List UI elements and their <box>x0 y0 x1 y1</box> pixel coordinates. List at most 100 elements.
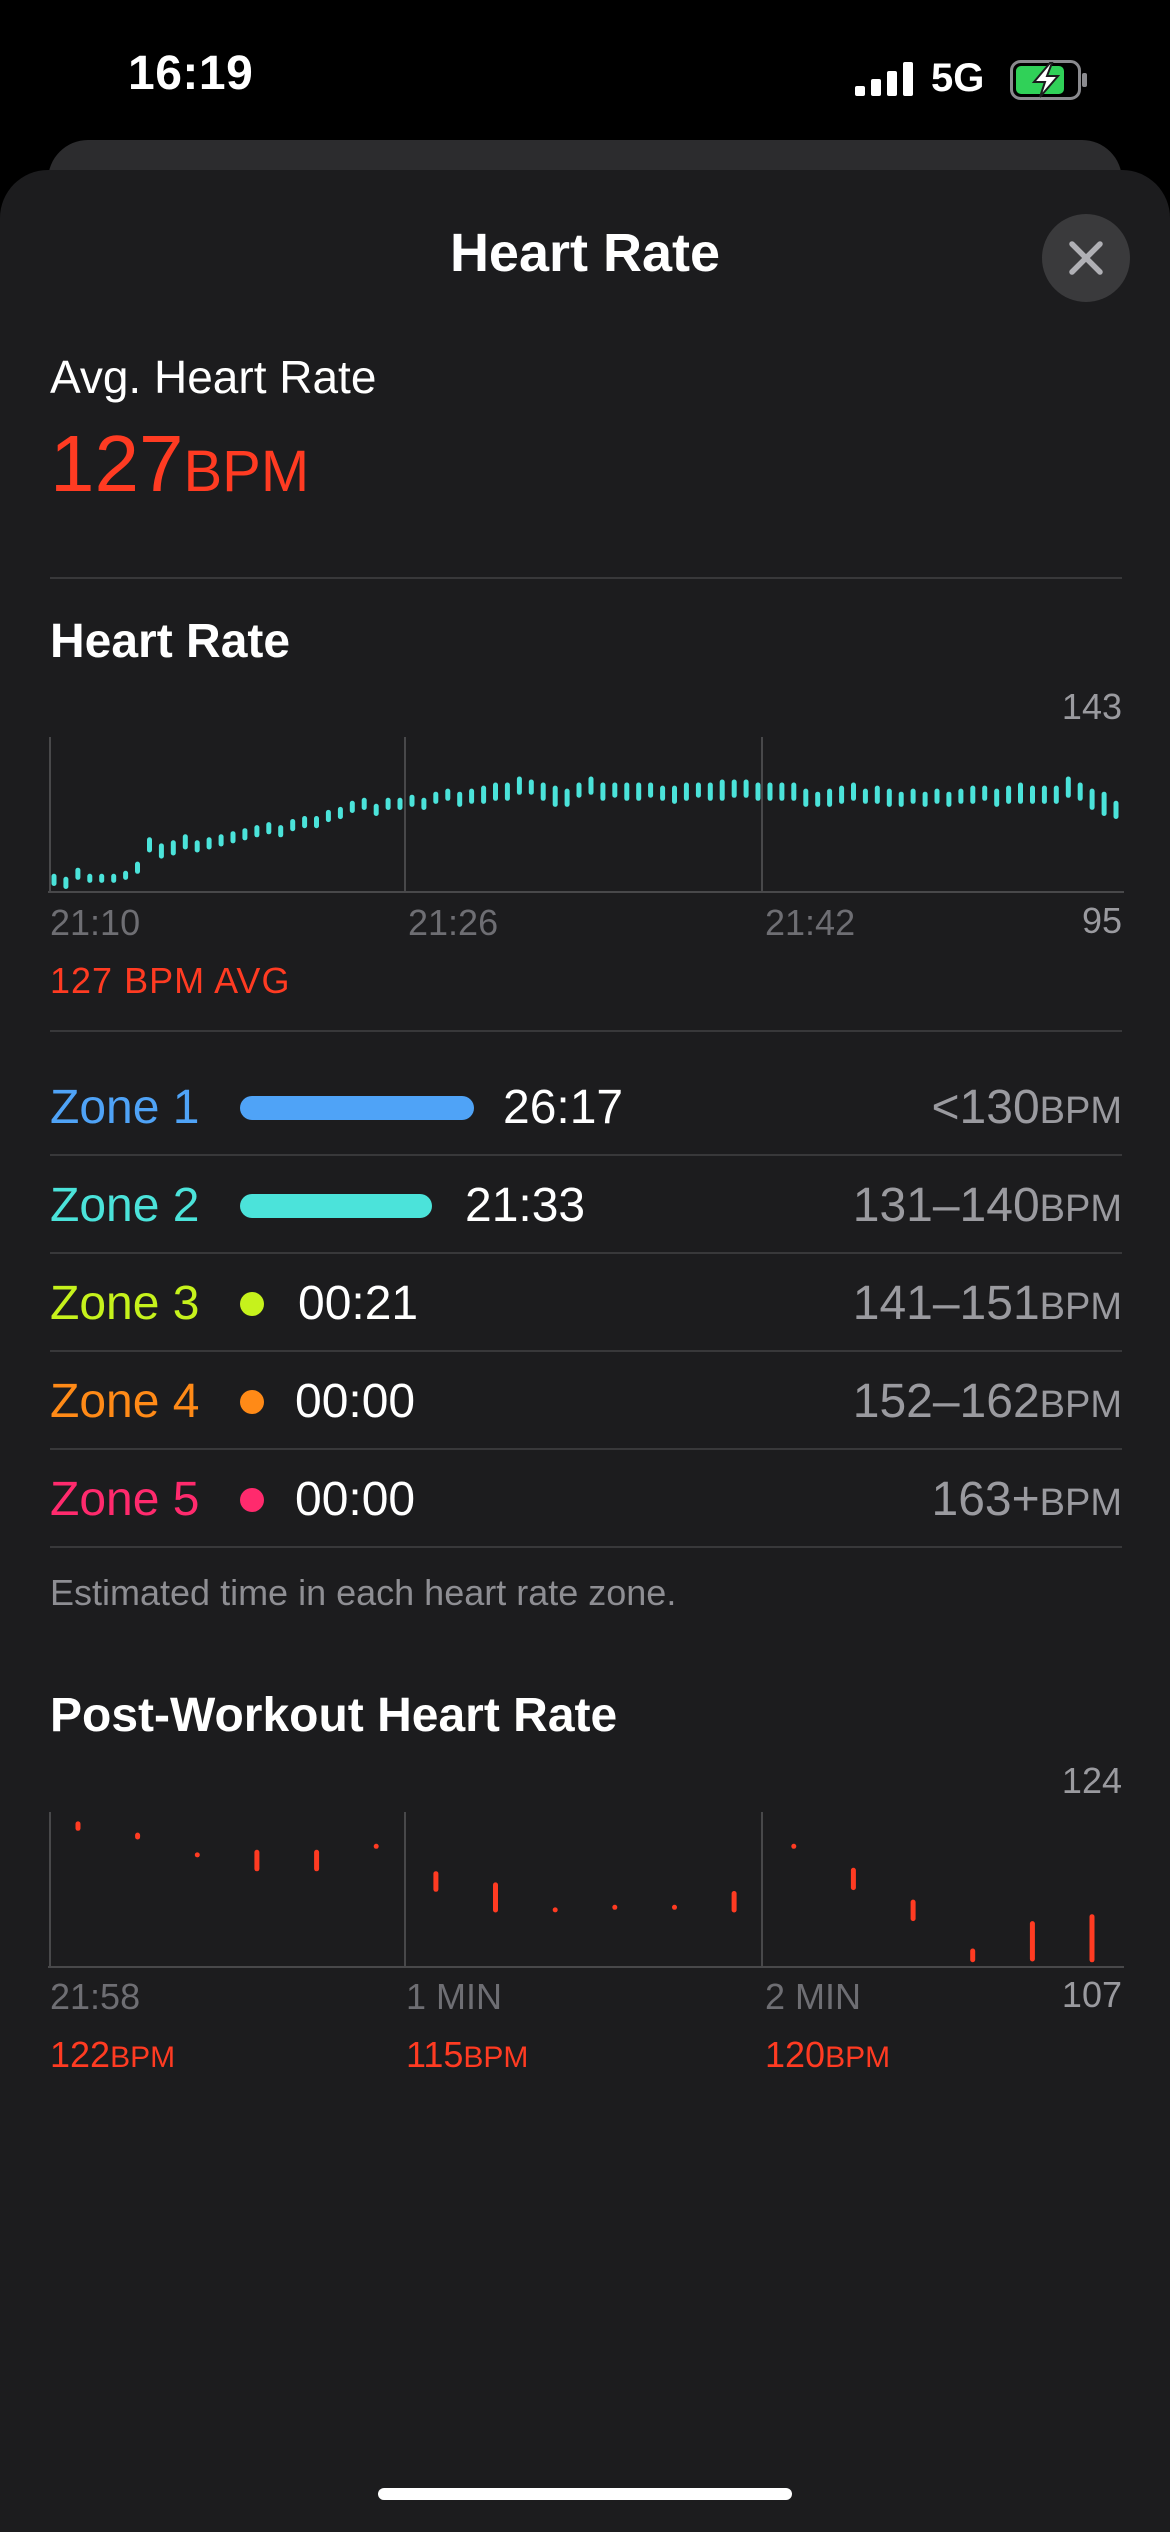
heart-rate-range-bar <box>755 782 761 801</box>
status-bar: 16:19 5G <box>0 0 1170 150</box>
divider <box>50 1030 1122 1032</box>
heart-rate-range-bar <box>1053 785 1059 804</box>
heart-rate-range-bar <box>493 782 498 801</box>
zone-name: Zone 2 <box>50 1179 200 1232</box>
post-workout-range-bar <box>672 1904 677 1910</box>
heart-rate-chart-title: Heart Rate <box>50 615 291 668</box>
post-workout-x-tick: 2 MIN <box>765 1976 862 2017</box>
post-workout-range-bar <box>194 1852 200 1858</box>
zone-range-unit: BPM <box>1039 1384 1122 1426</box>
signal-icon <box>855 62 913 96</box>
zone-range-unit: BPM <box>1039 1482 1122 1524</box>
heart-rate-range-bar <box>218 834 224 847</box>
post-workout-range-bar <box>1029 1921 1035 1962</box>
heart-rate-range-bar <box>481 785 487 804</box>
heart-rate-range-bar <box>779 782 785 801</box>
avg-heart-rate-number: 127 <box>50 419 184 508</box>
zone-range-value: 131–140 <box>852 1179 1040 1232</box>
heart-rate-x-tick: 21:42 <box>765 902 856 943</box>
heart-rate-range-bar <box>170 840 176 856</box>
close-button[interactable] <box>1042 214 1130 302</box>
post-workout-stat-unit: BPM <box>463 2041 529 2074</box>
heart-rate-range-bar <box>1065 776 1071 798</box>
heart-rate-range-bar <box>51 873 57 886</box>
heart-rate-range-bar <box>385 797 391 810</box>
home-indicator[interactable] <box>378 2488 792 2500</box>
heart-rate-range-bar <box>612 782 618 798</box>
heart-rate-range-bar <box>242 828 248 841</box>
heart-rate-range-bar <box>1041 785 1047 804</box>
zone-range: 141–151BPM <box>853 1276 1122 1331</box>
zone-row-3[interactable]: Zone 3 00:21 141–151BPM <box>50 1254 1122 1352</box>
zone-range-value: 152–162 <box>852 1375 1040 1428</box>
post-workout-stat-unit: BPM <box>110 2041 176 2074</box>
heart-rate-range-bar <box>731 779 737 798</box>
zone-row-1[interactable]: Zone 1 26:17 <130BPM <box>50 1058 1122 1156</box>
divider <box>50 577 1122 579</box>
post-workout-chart[interactable] <box>48 1810 1124 1970</box>
heart-rate-range-bar <box>600 782 606 801</box>
post-workout-title: Post-Workout Heart Rate <box>50 1689 618 1742</box>
zone-name: Zone 4 <box>50 1375 200 1428</box>
heart-rate-range-bar <box>934 788 940 804</box>
zone-duration-bar <box>240 1194 432 1218</box>
heart-rate-range-bar <box>719 779 725 801</box>
post-workout-range-bar <box>791 1843 797 1849</box>
zone-row-5[interactable]: Zone 5 00:00 163+BPM <box>50 1450 1122 1548</box>
zone-row-4[interactable]: Zone 4 00:00 152–162BPM <box>50 1352 1122 1450</box>
heart-rate-range-bar <box>135 861 140 874</box>
status-time: 16:19 <box>128 47 254 100</box>
post-workout-range-bar <box>433 1871 439 1892</box>
heart-rate-range-bar <box>862 788 868 804</box>
heart-rate-range-bar <box>1077 782 1083 801</box>
zones-footnote: Estimated time in each heart rate zone. <box>50 1572 677 1613</box>
heart-rate-range-bar <box>672 785 677 804</box>
heart-rate-range-bar <box>970 785 976 804</box>
heart-rate-range-bar <box>886 788 892 807</box>
zone-time: 21:33 <box>465 1179 586 1232</box>
heart-rate-range-bar <box>707 782 713 801</box>
zone-range: 131–140BPM <box>853 1178 1122 1233</box>
heart-rate-range-bar <box>552 785 558 807</box>
heart-rate-range-bar <box>827 788 833 807</box>
post-workout-stat-unit: BPM <box>825 2041 891 2074</box>
heart-rate-range-bar <box>648 782 654 798</box>
post-workout-range-bar <box>970 1948 976 1963</box>
heart-rate-range-bar <box>504 782 510 801</box>
heart-rate-range-bar <box>982 785 988 801</box>
heart-rate-range-bar <box>851 782 856 801</box>
heart-rate-range-bar <box>397 797 403 810</box>
heart-rate-y-max: 143 <box>1061 686 1122 727</box>
heart-rate-range-bar <box>528 779 534 795</box>
heart-rate-range-bar <box>445 788 451 801</box>
heart-rate-range-bar <box>99 873 105 883</box>
heart-rate-range-bar <box>839 785 845 804</box>
heart-rate-chart[interactable] <box>48 735 1124 895</box>
heart-rate-range-bar <box>457 791 463 807</box>
zone-range-unit: BPM <box>1039 1286 1122 1328</box>
post-workout-stat: 122BPM <box>50 2034 175 2076</box>
heart-rate-range-bar <box>361 797 367 810</box>
zone-name: Zone 3 <box>50 1277 200 1330</box>
zone-range-value: 141–151 <box>852 1277 1040 1330</box>
post-workout-range-bar <box>612 1904 618 1910</box>
heart-rate-range-bar <box>433 791 439 804</box>
heart-rate-range-bar <box>564 788 570 807</box>
zone-row-2[interactable]: Zone 2 21:33 131–140BPM <box>50 1156 1122 1254</box>
heart-rate-range-bar <box>874 785 880 804</box>
heart-rate-range-bar <box>767 782 773 801</box>
heart-rate-range-bar <box>87 873 93 883</box>
heart-rate-range-bar <box>815 791 821 807</box>
avg-heart-rate-value: 127BPM <box>50 418 309 510</box>
heart-rate-range-bar <box>576 782 582 798</box>
divider <box>50 1252 1122 1254</box>
post-workout-x-tick: 21:58 <box>50 1976 141 2017</box>
post-workout-range-bar <box>1089 1914 1095 1963</box>
heart-rate-range-bar <box>636 782 642 801</box>
zone-time: 00:00 <box>295 1473 416 1526</box>
heart-rate-range-bar <box>278 825 284 838</box>
heart-rate-range-bar <box>516 776 522 795</box>
heart-rate-range-bar <box>1113 800 1119 819</box>
heart-rate-x-tick: 21:10 <box>50 902 141 943</box>
zone-time: 00:21 <box>298 1277 419 1330</box>
